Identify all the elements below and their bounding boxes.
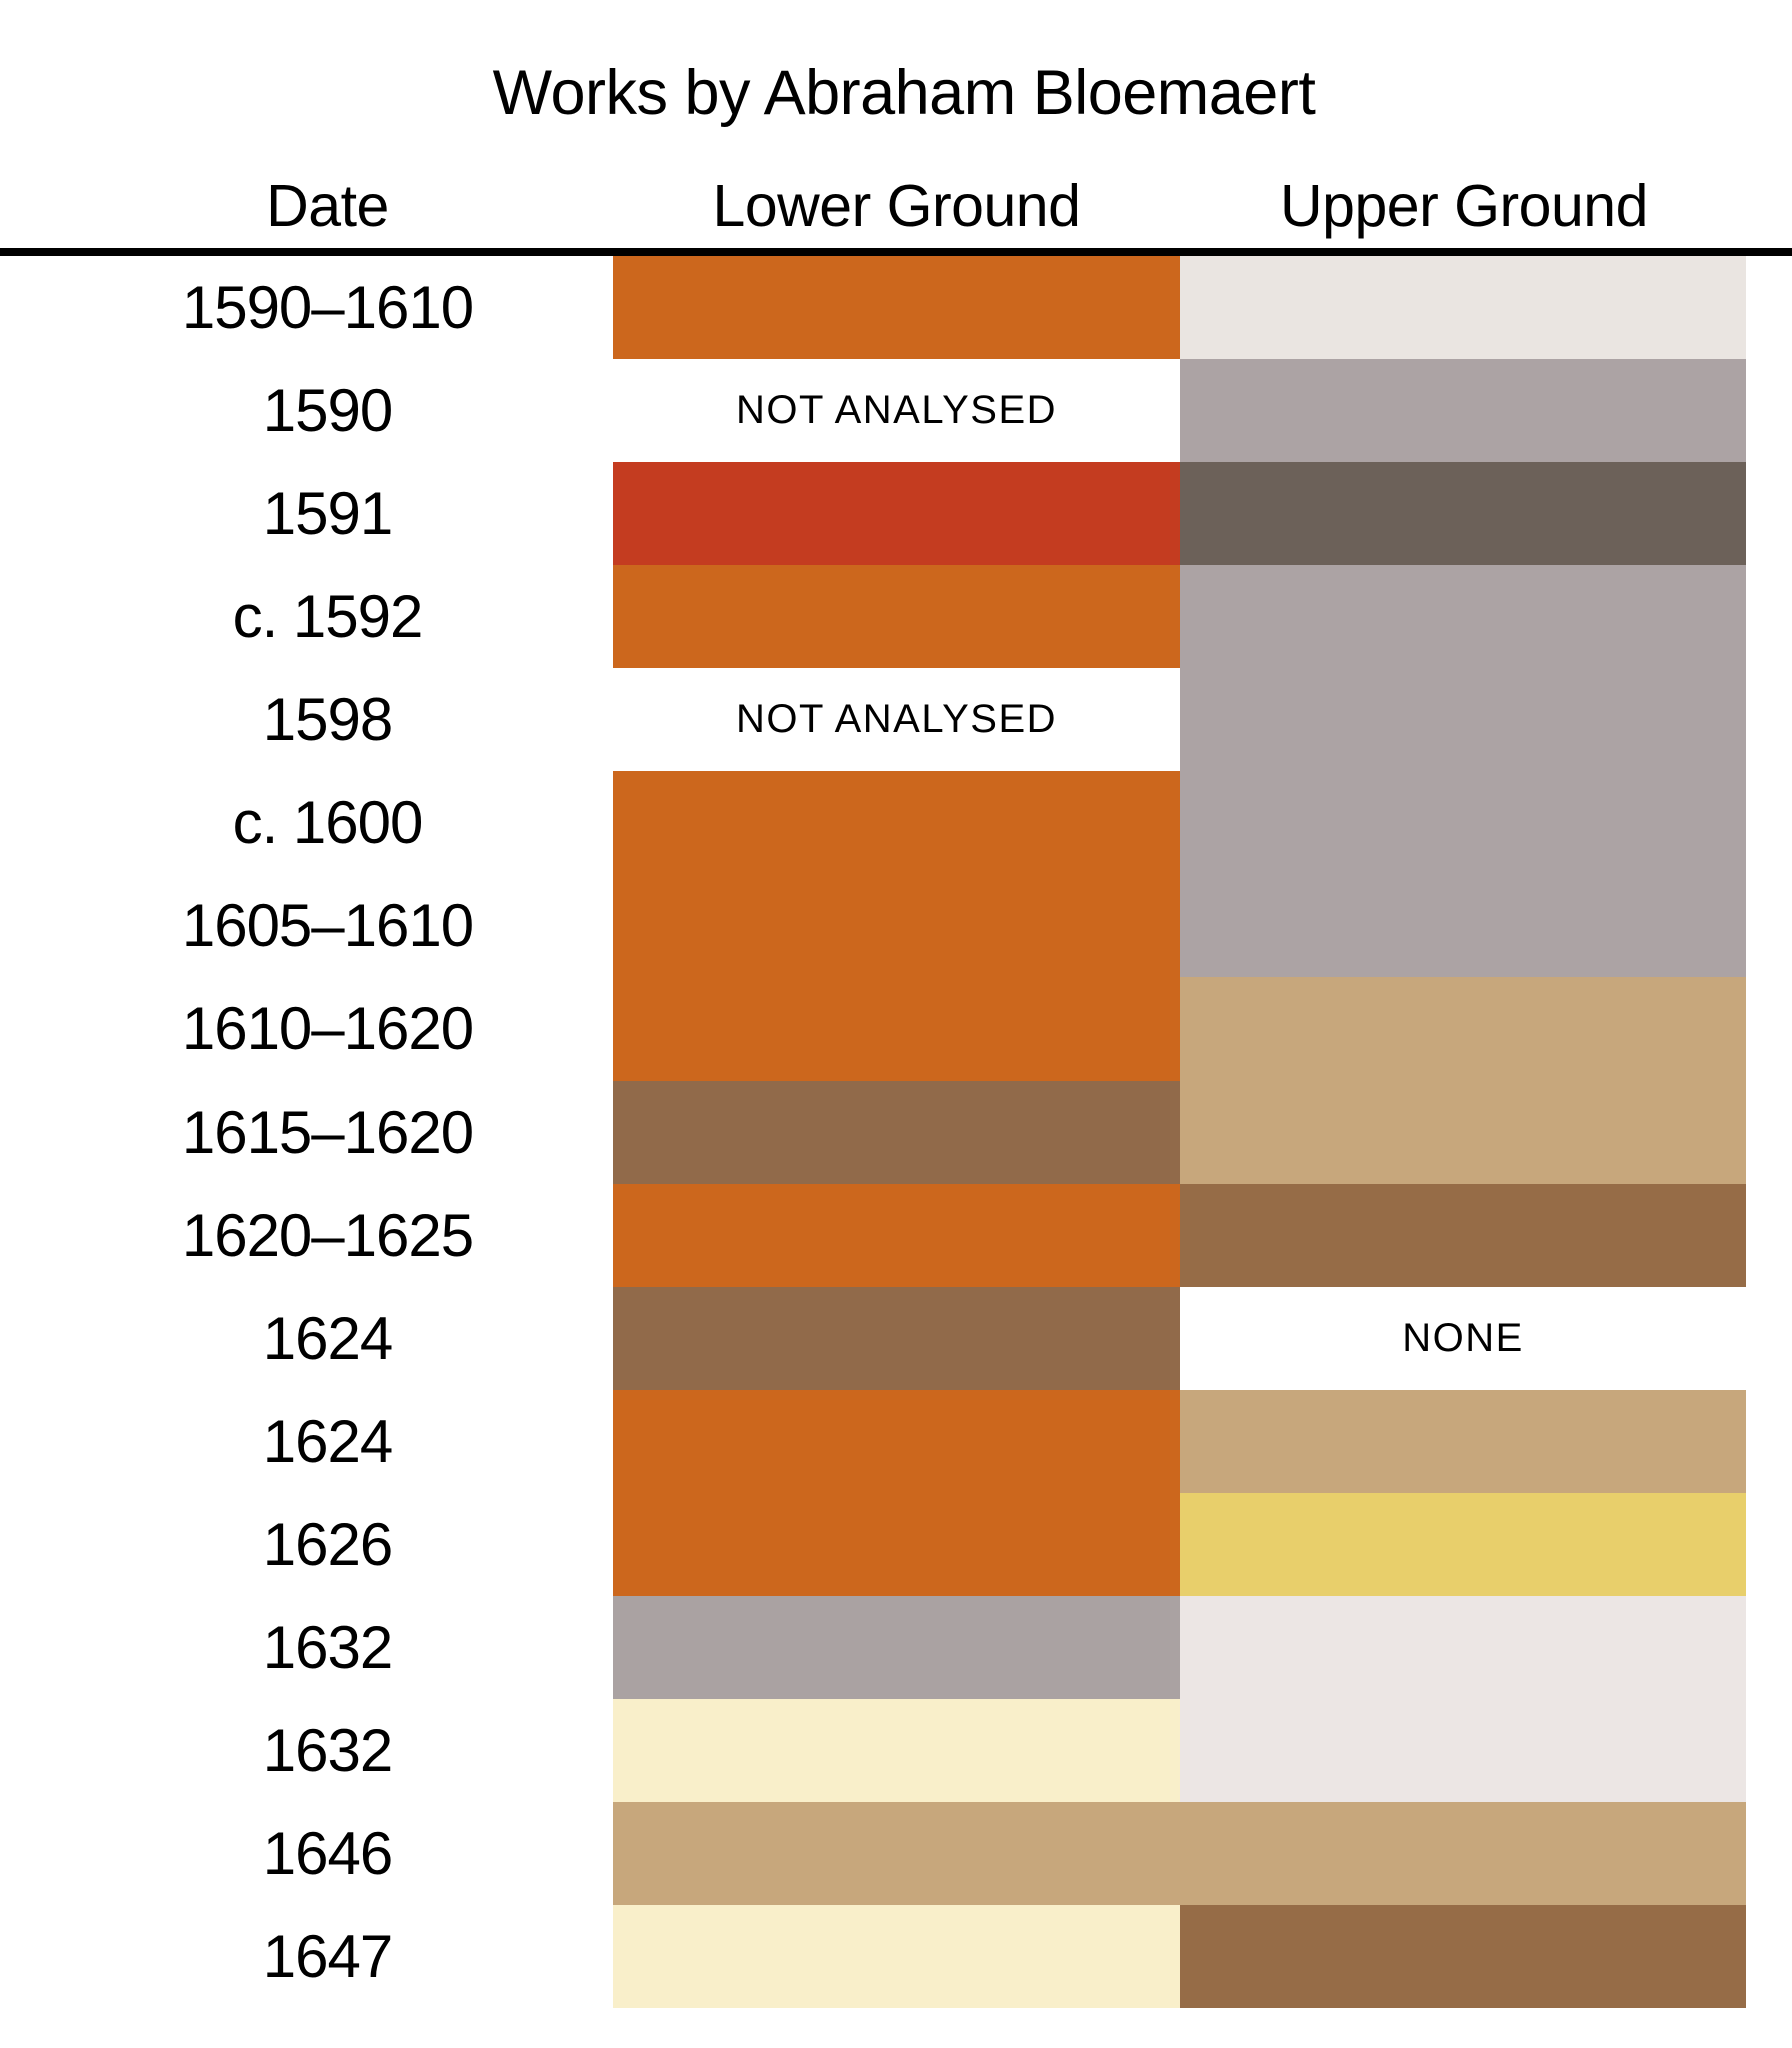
lower-ground-swatch	[613, 565, 1180, 669]
lower-ground-swatch	[613, 977, 1180, 1081]
upper-ground-swatch	[1180, 359, 1746, 463]
upper-ground-swatch	[1180, 977, 1746, 1081]
lower-ground-swatch	[613, 1286, 1180, 1390]
date-label: 1624	[262, 1304, 393, 1372]
upper-ground-swatch	[1180, 1698, 1746, 1802]
lower-ground-swatch	[613, 1905, 1180, 2009]
date-label: c. 1600	[232, 789, 424, 857]
table-row: 1624	[0, 1389, 1792, 1493]
table-row: 1591	[0, 462, 1792, 566]
table-row: 1605–1610	[0, 874, 1792, 978]
column-headers: Date Lower Ground Upper Ground	[0, 174, 1792, 238]
lower-ground-note: NOT ANALYSED	[613, 359, 1180, 463]
table-row: 1590 NOT ANALYSED	[0, 359, 1792, 463]
table-row: c. 1600	[0, 771, 1792, 875]
date-label: 1646	[262, 1819, 393, 1887]
table-row: 1624 NONE	[0, 1286, 1792, 1390]
date-label: 1632	[262, 1716, 393, 1784]
table-row: 1646	[0, 1801, 1792, 1905]
date-label: 1591	[262, 480, 393, 548]
upper-ground-swatch	[1180, 1492, 1746, 1596]
date-label: 1647	[262, 1923, 393, 1991]
column-header-lower-ground: Lower Ground	[712, 173, 1081, 239]
upper-ground-swatch	[1180, 1183, 1746, 1287]
upper-ground-swatch	[1180, 874, 1746, 978]
upper-ground-swatch	[1180, 462, 1746, 566]
table-row: 1626	[0, 1492, 1792, 1596]
date-label: 1626	[262, 1510, 393, 1578]
lower-ground-swatch	[613, 1698, 1180, 1802]
upper-ground-swatch	[1180, 256, 1746, 360]
column-header-date: Date	[266, 173, 389, 239]
lower-ground-swatch	[613, 1183, 1180, 1287]
upper-ground-swatch	[1180, 771, 1746, 875]
table-row: 1632	[0, 1698, 1792, 1802]
lower-ground-swatch	[613, 256, 1180, 360]
lower-ground-swatch	[613, 1801, 1180, 1905]
table-row: 1632	[0, 1595, 1792, 1699]
column-header-upper-ground: Upper Ground	[1280, 173, 1648, 239]
lower-ground-swatch	[613, 1080, 1180, 1184]
table-rows: 1590–1610 1590 NOT ANALYSED 1591 c. 1592 1598…	[0, 256, 1792, 2009]
date-label: 1624	[262, 1407, 393, 1475]
upper-ground-swatch	[1180, 668, 1746, 772]
lower-ground-swatch	[613, 874, 1180, 978]
upper-ground-swatch	[1180, 1905, 1746, 2009]
chart-title: Works by Abraham Bloemaert	[492, 58, 1316, 128]
lower-ground-swatch	[613, 771, 1180, 875]
lower-ground-swatch	[613, 1389, 1180, 1493]
date-label: 1598	[262, 686, 393, 754]
lower-ground-swatch	[613, 462, 1180, 566]
upper-ground-swatch	[1180, 1080, 1746, 1184]
table-row: 1590–1610	[0, 256, 1792, 360]
upper-ground-swatch	[1180, 1389, 1746, 1493]
table-row: 1647	[0, 1905, 1792, 2009]
upper-ground-swatch	[1180, 565, 1746, 669]
date-label: 1620–1625	[181, 1201, 474, 1269]
date-label: 1615–1620	[181, 1098, 474, 1166]
table-row: 1610–1620	[0, 977, 1792, 1081]
date-label: c. 1592	[232, 583, 424, 651]
upper-ground-swatch	[1180, 1801, 1746, 1905]
upper-ground-swatch	[1180, 1595, 1746, 1699]
table-row: 1620–1625	[0, 1183, 1792, 1287]
table-row: 1598 NOT ANALYSED	[0, 668, 1792, 772]
upper-ground-note: NONE	[1180, 1286, 1746, 1390]
lower-ground-swatch	[613, 1492, 1180, 1596]
date-label: 1605–1610	[181, 892, 474, 960]
table-row: c. 1592	[0, 565, 1792, 669]
lower-ground-note: NOT ANALYSED	[613, 668, 1180, 772]
date-label: 1632	[262, 1613, 393, 1681]
header-divider-line	[0, 248, 1792, 256]
date-label: 1590	[262, 377, 393, 445]
table-row: 1615–1620	[0, 1080, 1792, 1184]
date-label: 1590–1610	[181, 274, 474, 342]
lower-ground-swatch	[613, 1595, 1180, 1699]
date-label: 1610–1620	[181, 995, 474, 1063]
